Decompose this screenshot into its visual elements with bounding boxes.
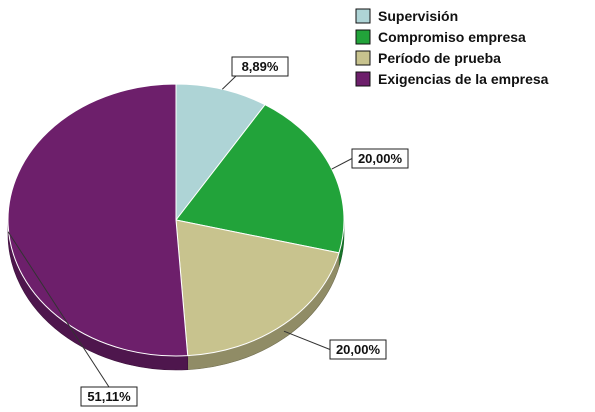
data-label-box-exigencias-de-la-empresa: [80, 386, 138, 407]
legend-swatch-exigencias-de-la-empresa: [355, 71, 371, 87]
legend-label-supervision: Supervisión: [378, 8, 458, 24]
data-label-compromiso-empresa: 20,00%: [358, 151, 403, 166]
pie-slice-exigencias-de-la-empresa: [7, 83, 189, 357]
legend: Supervisión Compromiso empresa Período de …: [355, 8, 549, 87]
data-labels: 8,89% 20,00% 20,00% 51,11%: [80, 56, 409, 407]
leader-line-compromiso-empresa: [331, 158, 353, 170]
pie-slices: [7, 83, 345, 357]
leader-line-exigencias-de-la-empresa: [7, 231, 110, 388]
data-label-supervision: 8,89%: [242, 59, 279, 74]
leader-line-supervision: [221, 75, 237, 90]
data-label-periodo-de-prueba: 20,00%: [336, 342, 381, 357]
leader-line-periodo-de-prueba: [283, 330, 331, 350]
pie-slice-periodo-de-prueba: [175, 219, 340, 357]
legend-swatch-periodo-de-prueba: [355, 50, 371, 66]
data-label-box-compromiso-empresa: [351, 148, 409, 169]
data-label-box-periodo-de-prueba: [329, 339, 387, 360]
pie-slice-supervision: [175, 83, 266, 221]
legend-label-compromiso-empresa: Compromiso empresa: [378, 29, 526, 45]
legend-swatch-supervision: [355, 8, 371, 24]
data-label-exigencias-de-la-empresa: 51,11%: [87, 389, 131, 404]
legend-label-periodo-de-prueba: Período de prueba: [378, 50, 501, 66]
data-label-leaders: [7, 75, 353, 388]
data-label-box-supervision: [231, 56, 289, 77]
legend-swatch-compromiso-empresa: [355, 29, 371, 45]
legend-label-exigencias-de-la-empresa: Exigencias de la empresa: [378, 71, 549, 87]
